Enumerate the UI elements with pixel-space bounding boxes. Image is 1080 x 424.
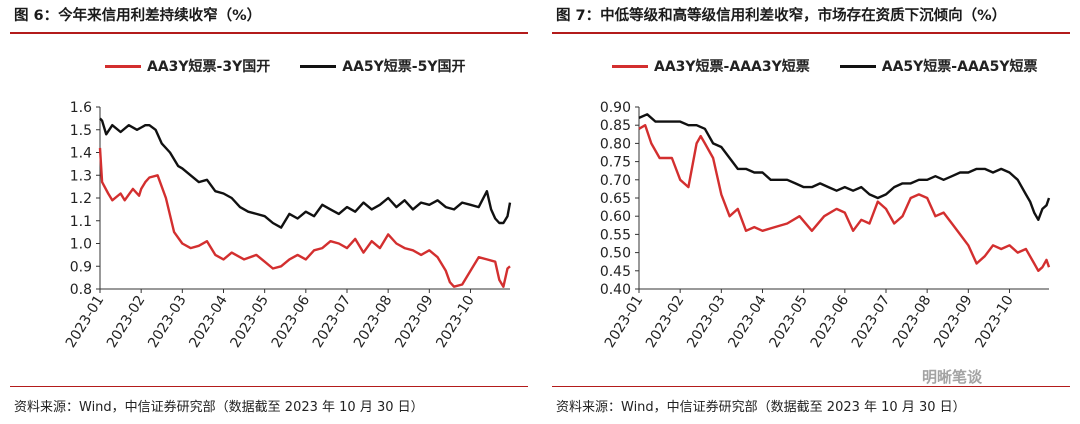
y-tick-label: 1.3 [70, 168, 92, 184]
x-tick-label: 2023-02 [104, 293, 149, 351]
y-tick-label: 0.50 [600, 246, 631, 262]
title-divider [552, 32, 1070, 34]
x-tick-label: 2023-03 [145, 293, 190, 351]
source-note: 资料来源：Wind，中信证券研究部（数据截至 2023 年 10 月 30 日） [14, 400, 424, 415]
chart-legend: AA3Y短票-AAA3Y短票 AA5Y短票-AAA5Y短票 [612, 56, 1038, 76]
y-tick-label: 0.70 [600, 173, 631, 189]
x-tick-label: 2023-04 [725, 293, 770, 351]
chart-title: 图 7：中低等级和高等级信用利差收窄，市场存在资质下沉倾向（%） [556, 8, 1007, 24]
x-tick-label: 2023-06 [269, 293, 314, 351]
y-tick-label: 0.40 [600, 282, 631, 298]
x-tick-label: 2023-09 [392, 293, 437, 351]
y-tick-label: 1.1 [70, 214, 92, 230]
x-tick-label: 2023-10 [972, 293, 1017, 351]
x-tick-label: 2023-05 [766, 293, 811, 351]
series-line [638, 113, 1051, 222]
y-tick-label: 0.55 [600, 227, 631, 243]
x-tick-label: 2023-10 [433, 293, 478, 351]
legend-swatch [839, 64, 876, 68]
y-tick-label: 1.5 [70, 123, 92, 139]
y-tick-label: 1.2 [70, 191, 92, 207]
x-tick-label: 2023-01 [63, 293, 108, 351]
source-note: 资料来源：Wind，中信证券研究部（数据截至 2023 年 10 月 30 日） [556, 400, 966, 415]
source-divider [10, 386, 528, 387]
title-divider [10, 32, 528, 34]
line-chart-svg: 1.61.51.41.31.21.11.00.90.82023-012023-0… [63, 100, 512, 351]
y-tick-label: 1.6 [70, 100, 92, 116]
y-tick-label: 0.9 [70, 259, 92, 275]
y-tick-label: 0.45 [600, 264, 631, 280]
y-tick-label: 1.0 [70, 237, 92, 253]
y-tick-label: 0.8 [70, 282, 92, 298]
x-tick-label: 2023-01 [602, 293, 647, 351]
x-tick-label: 2023-02 [643, 293, 688, 351]
series-line [638, 123, 1051, 272]
legend-item-aa3y: AA3Y短票-3Y国开 [105, 56, 270, 76]
x-tick-label: 2023-06 [808, 293, 853, 351]
chart-title: 图 6：今年来信用利差持续收窄（%） [14, 8, 262, 24]
y-tick-label: 0.80 [600, 136, 631, 152]
x-tick-label: 2023-08 [890, 293, 935, 351]
legend-label: AA5Y短票-AAA5Y短票 [881, 59, 1038, 75]
x-tick-label: 2023-04 [186, 293, 231, 351]
source-divider [552, 386, 1070, 387]
legend-swatch [105, 64, 141, 68]
legend-item-aa5y-aaa5y: AA5Y短票-AAA5Y短票 [839, 56, 1038, 76]
x-tick-label: 2023-09 [931, 293, 976, 351]
legend-label: AA5Y短票-5Y国开 [342, 59, 466, 75]
chart-panel-spread-left: 图 6：今年来信用利差持续收窄（%） AA3Y短票-3Y国开 AA5Y短票-5Y… [10, 0, 530, 424]
y-tick-label: 0.85 [600, 118, 631, 134]
x-tick-label: 2023-08 [351, 293, 396, 351]
x-tick-label: 2023-07 [849, 293, 894, 351]
y-tick-label: 0.75 [600, 155, 631, 171]
legend-item-aa3y-aaa3y: AA3Y短票-AAA3Y短票 [612, 56, 810, 76]
y-tick-label: 0.90 [600, 100, 631, 116]
x-tick-label: 2023-07 [310, 293, 355, 351]
legend-swatch [612, 64, 648, 68]
series-line [99, 117, 512, 229]
x-tick-label: 2023-03 [684, 293, 729, 351]
y-tick-label: 1.4 [70, 146, 92, 162]
legend-swatch [300, 64, 337, 68]
series-line [98, 147, 511, 288]
chart-panel-spread-right: 图 7：中低等级和高等级信用利差收窄，市场存在资质下沉倾向（%） AA3Y短票-… [552, 0, 1072, 424]
chart-legend: AA3Y短票-3Y国开 AA5Y短票-5Y国开 [105, 56, 466, 76]
line-chart-svg: 0.90 0.85 0.80 0.75 0.70 0.65 0.60 0.55 0.50 0.45… [600, 100, 1051, 351]
legend-label: AA3Y短票-3Y国开 [147, 59, 271, 75]
y-tick-label: 0.65 [600, 191, 631, 207]
x-tick-label: 2023-05 [227, 293, 272, 351]
y-tick-label: 0.60 [600, 209, 631, 225]
legend-label: AA3Y短票-AAA3Y短票 [654, 59, 810, 75]
watermark-logo: 明晰笔谈 [922, 368, 983, 386]
legend-item-aa5y: AA5Y短票-5Y国开 [300, 56, 466, 76]
